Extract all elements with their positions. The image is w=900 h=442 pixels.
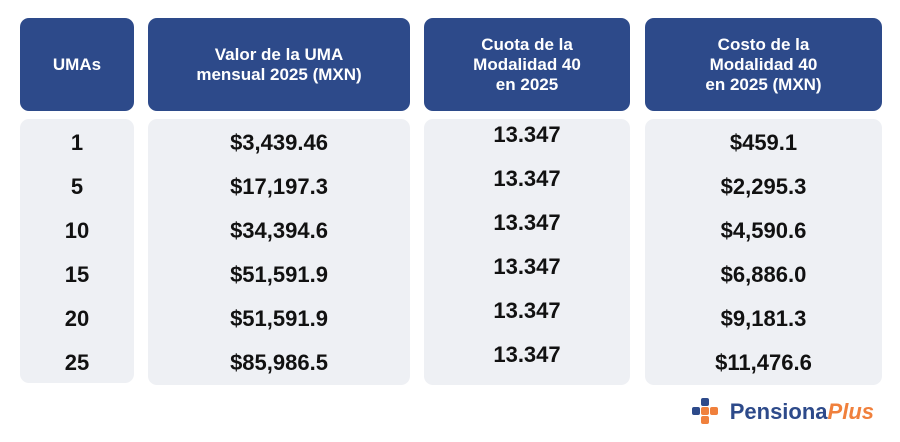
table-cell: 25 (64, 350, 90, 375)
column-umas: UMAs 1 5 10 15 20 25 (20, 18, 134, 383)
brand-name: Pensiona (729, 399, 828, 424)
table-cell: $51,591.9 (230, 306, 328, 331)
table-cell: $51,591.9 (230, 262, 328, 287)
table-cell: $6,886.0 (720, 262, 807, 287)
column-costo: Costo de la Modalidad 40 en 2025 (MXN) $… (645, 18, 882, 385)
table-cell: 13.347 (493, 166, 561, 191)
brand-suffix: Plus (827, 399, 874, 424)
table-cell: 13.347 (493, 122, 561, 147)
table-cell: $459.1 (729, 130, 798, 155)
table-cell: $3,439.46 (230, 130, 328, 155)
table-cell: 10 (64, 218, 90, 243)
table-cell: 20 (64, 306, 90, 331)
table-cell: $17,197.3 (230, 174, 328, 199)
column-cuota: Cuota de la Modalidad 40 en 2025 13.347 … (424, 18, 630, 385)
column-body: $3,439.46 $17,197.3 $34,394.6 $51,591.9 … (148, 119, 410, 385)
table-cell: 15 (64, 262, 90, 287)
table-cell: $4,590.6 (720, 218, 807, 243)
table-cell: $85,986.5 (230, 350, 328, 375)
table-cell: $34,394.6 (230, 218, 328, 243)
column-body: 13.347 13.347 13.347 13.347 13.347 13.34… (424, 119, 630, 385)
brand-logo: Pensiona Plus (690, 396, 874, 428)
column-header: Valor de la UMA mensual 2025 (MXN) (148, 18, 410, 111)
column-body: $459.1 $2,295.3 $4,590.6 $6,886.0 $9,181… (645, 119, 882, 385)
medical-cross-icon (691, 398, 718, 424)
table-cell: 13.347 (493, 210, 561, 235)
column-body: 1 5 10 15 20 25 (20, 119, 134, 383)
column-valor-uma: Valor de la UMA mensual 2025 (MXN) $3,43… (148, 18, 410, 385)
table-cell: 1 (70, 130, 84, 155)
table-cell: $2,295.3 (720, 174, 807, 199)
table-cell: $11,476.6 (715, 350, 812, 375)
table-cell: 5 (70, 174, 84, 199)
table-cell: 13.347 (493, 254, 561, 279)
column-header: Costo de la Modalidad 40 en 2025 (MXN) (645, 18, 882, 111)
table-cell: 13.347 (493, 298, 561, 323)
table-cell: $9,181.3 (720, 306, 807, 331)
table-cell: 13.347 (493, 342, 561, 367)
column-header: Cuota de la Modalidad 40 en 2025 (424, 18, 630, 111)
column-header: UMAs (20, 18, 134, 111)
